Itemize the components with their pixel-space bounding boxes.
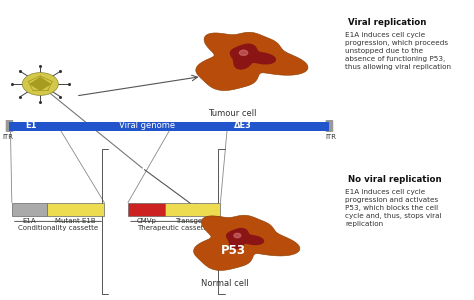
Bar xyxy=(12,202,47,216)
Text: E1A induces cell cycle
progression and activates
P53, which blocks the cell
cycl: E1A induces cell cycle progression and a… xyxy=(345,189,442,227)
Text: Normal cell: Normal cell xyxy=(201,279,249,288)
Circle shape xyxy=(22,73,58,95)
Text: No viral replication: No viral replication xyxy=(348,176,442,184)
FancyBboxPatch shape xyxy=(326,120,333,132)
Text: CMVp: CMVp xyxy=(137,218,156,224)
Polygon shape xyxy=(226,228,264,249)
Text: E1A: E1A xyxy=(23,218,36,224)
Text: Viral replication: Viral replication xyxy=(348,18,427,27)
Text: Conditionality cassette: Conditionality cassette xyxy=(18,225,98,231)
Text: P53: P53 xyxy=(221,244,246,257)
Text: Transgene: Transgene xyxy=(175,218,210,224)
Bar xyxy=(9,122,329,130)
Text: Viral genome: Viral genome xyxy=(119,122,175,130)
Text: ΔE3: ΔE3 xyxy=(234,122,252,130)
Text: E1: E1 xyxy=(25,122,36,130)
Text: Tumour cell: Tumour cell xyxy=(208,110,256,118)
Text: ITR: ITR xyxy=(2,134,14,140)
FancyBboxPatch shape xyxy=(6,120,13,132)
Circle shape xyxy=(234,233,241,238)
Bar xyxy=(47,202,104,216)
Text: Therapeutic cassette: Therapeutic cassette xyxy=(137,225,211,231)
Bar xyxy=(165,202,220,216)
Bar xyxy=(128,202,165,216)
Polygon shape xyxy=(30,78,50,90)
Circle shape xyxy=(239,50,248,56)
Polygon shape xyxy=(193,215,300,270)
Polygon shape xyxy=(230,44,276,70)
Polygon shape xyxy=(196,32,308,91)
Text: Mutant E1B: Mutant E1B xyxy=(55,218,96,224)
Text: ITR: ITR xyxy=(325,134,337,140)
Text: E1A induces cell cycle
progression, which proceeds
unstopped due to the
absence : E1A induces cell cycle progression, whic… xyxy=(345,32,451,70)
